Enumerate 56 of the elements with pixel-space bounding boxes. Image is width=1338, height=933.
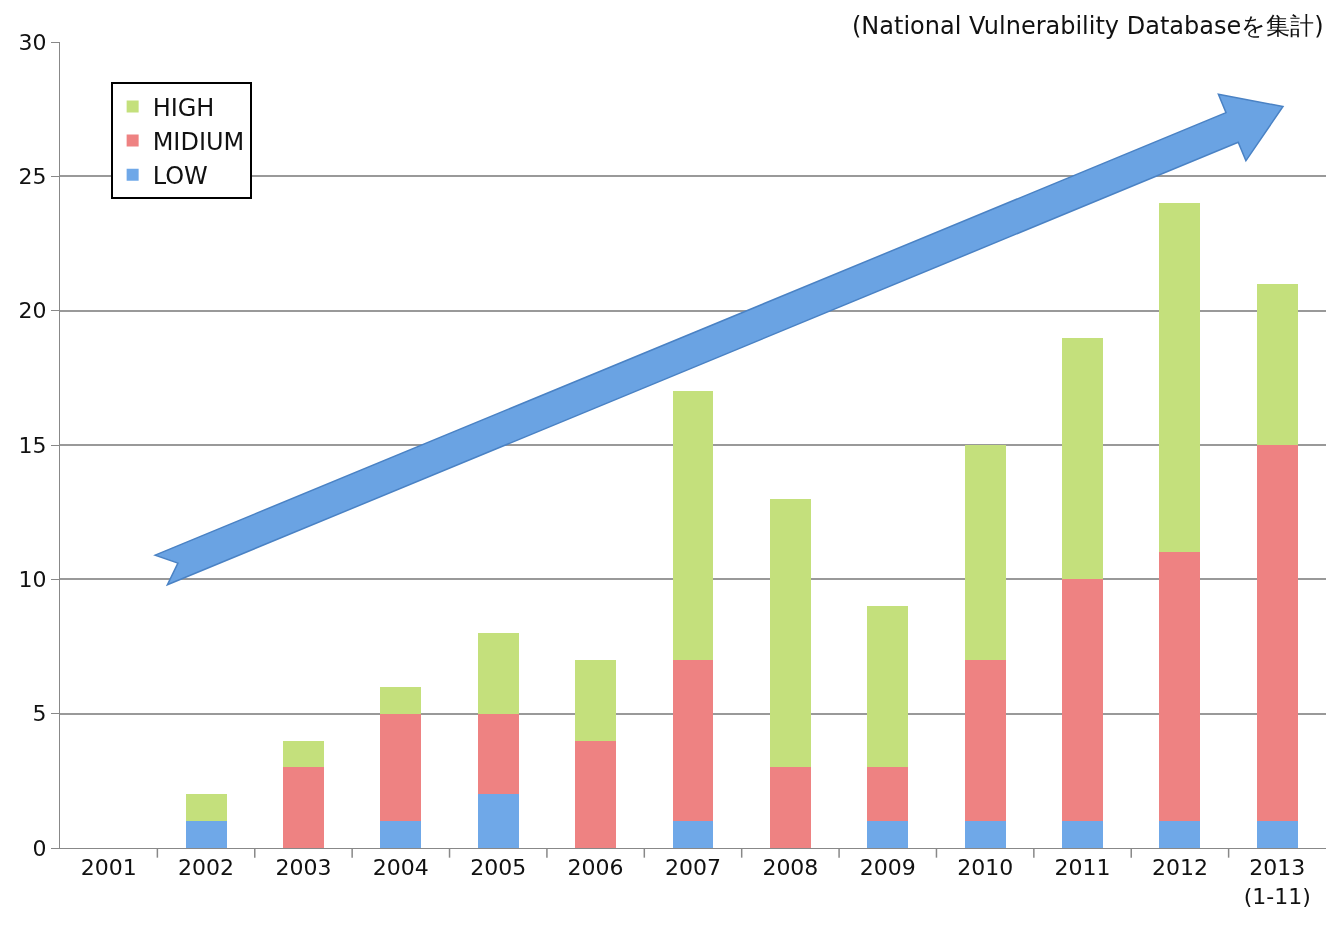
y-tick-label: 15 xyxy=(18,432,47,458)
bar xyxy=(1256,821,1298,848)
bar xyxy=(1062,337,1103,580)
x-tick-label: 2009 xyxy=(859,855,916,881)
bar xyxy=(867,606,909,768)
legend-label: HIGH xyxy=(152,93,215,122)
bar xyxy=(964,821,1006,848)
bar xyxy=(380,713,422,822)
y-tick-label: 5 xyxy=(32,701,47,727)
x-tick-label: 2002 xyxy=(178,855,235,881)
bar xyxy=(672,391,714,660)
x-tick-label: 2013 (1-11) xyxy=(1243,855,1311,909)
bar xyxy=(867,821,909,848)
legend-label: LOW xyxy=(152,162,208,191)
bar xyxy=(672,821,714,848)
bar xyxy=(769,767,811,848)
legend-label: MIDIUM xyxy=(152,127,245,156)
bar xyxy=(185,794,227,822)
x-tick-label: 2006 xyxy=(567,855,624,881)
bar xyxy=(1159,203,1201,553)
bar xyxy=(185,821,227,848)
bar xyxy=(1062,821,1103,848)
x-tick-label: 2012 xyxy=(1151,855,1208,881)
bar xyxy=(1256,445,1298,822)
x-tick-label: 2001 xyxy=(80,855,137,881)
bar xyxy=(575,659,617,741)
bar xyxy=(769,498,811,768)
bar xyxy=(964,445,1006,660)
bar xyxy=(575,740,617,848)
bar xyxy=(283,767,324,848)
bar xyxy=(380,821,422,848)
bar xyxy=(477,633,519,714)
x-tick-label: 2007 xyxy=(665,855,721,881)
x-tick-label: 2010 xyxy=(957,855,1014,881)
bar xyxy=(380,686,422,714)
bar xyxy=(1062,579,1103,822)
bar xyxy=(1159,552,1201,822)
x-tick-label: 2003 xyxy=(275,855,332,881)
y-tick-label: 30 xyxy=(18,29,47,55)
bar xyxy=(1159,821,1201,848)
bar xyxy=(672,659,714,822)
y-tick-label: 25 xyxy=(18,164,47,190)
bar xyxy=(1256,283,1298,445)
bar xyxy=(477,713,519,795)
y-tick-label: 20 xyxy=(18,298,47,324)
text: (National Vulnerability Databaseを集計) xyxy=(852,12,1324,40)
bar xyxy=(283,740,324,768)
bar xyxy=(964,659,1006,822)
x-tick-label: 2008 xyxy=(762,855,819,881)
x-tick-label: 2005 xyxy=(470,855,527,881)
bar xyxy=(477,794,519,848)
y-tick-label: 0 xyxy=(32,835,47,861)
x-tick-label: 2004 xyxy=(372,855,429,881)
bar xyxy=(867,767,909,822)
y-tick-label: 10 xyxy=(18,567,47,593)
x-tick-label: 2011 xyxy=(1054,855,1111,881)
